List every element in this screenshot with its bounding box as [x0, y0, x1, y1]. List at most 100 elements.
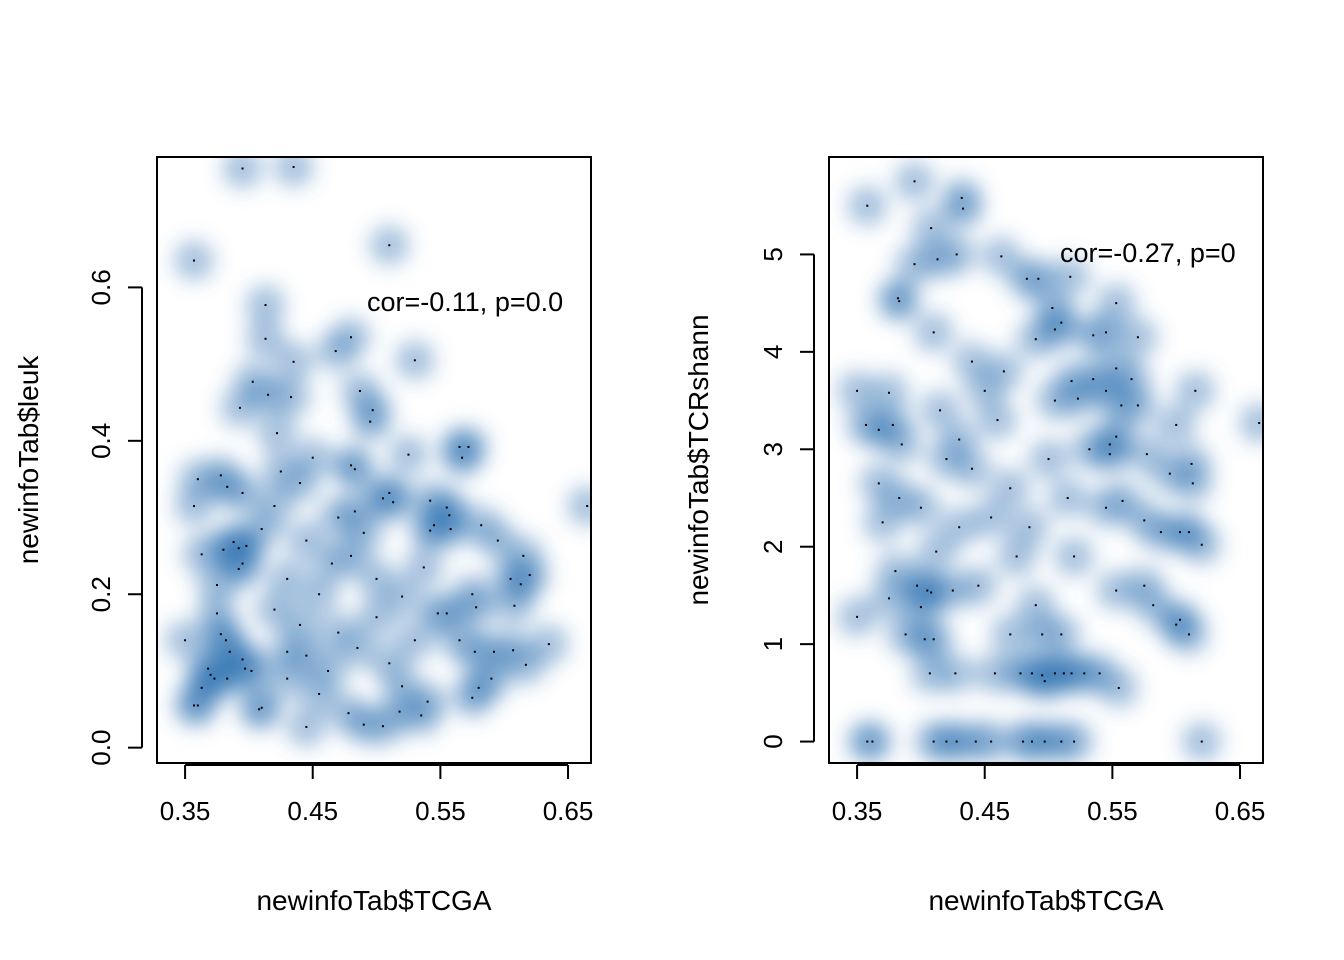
data-point — [1092, 334, 1095, 337]
data-point — [1143, 519, 1146, 522]
data-point — [954, 672, 957, 675]
data-point — [1115, 302, 1118, 305]
data-point — [524, 663, 527, 666]
y-tick-label: 3 — [758, 442, 788, 456]
data-point — [1073, 555, 1076, 558]
data-point — [513, 604, 516, 607]
data-point — [970, 360, 973, 363]
data-point — [935, 550, 938, 553]
data-point — [1258, 421, 1261, 424]
data-point — [237, 547, 240, 550]
data-point — [219, 633, 222, 636]
data-point — [1115, 589, 1118, 592]
x-axis-left: 0.35 0.45 0.55 0.65 — [160, 764, 594, 826]
data-point — [1025, 277, 1028, 280]
data-point — [856, 615, 859, 618]
data-point — [1159, 531, 1162, 534]
data-point — [213, 677, 216, 680]
data-point — [330, 562, 333, 565]
y-tick-label: 2 — [758, 539, 788, 553]
data-point — [1194, 389, 1197, 392]
data-point — [388, 491, 391, 494]
data-point — [1060, 740, 1063, 743]
x-tick-label: 0.65 — [1215, 796, 1266, 826]
data-point — [930, 227, 933, 230]
data-point — [226, 677, 229, 680]
data-point — [1043, 740, 1046, 743]
data-point — [1034, 338, 1037, 341]
data-point — [1200, 740, 1203, 743]
data-point — [894, 570, 897, 573]
data-point — [200, 553, 203, 556]
data-point — [522, 554, 525, 557]
data-point — [226, 485, 229, 488]
density-blob — [273, 157, 314, 187]
data-point — [473, 650, 476, 653]
plot-frame-right — [828, 156, 1264, 764]
data-point — [241, 562, 244, 565]
data-point — [1066, 496, 1069, 499]
data-point — [1115, 367, 1118, 370]
y-tick-label: 0 — [758, 734, 788, 748]
data-point — [193, 259, 196, 262]
data-point — [1030, 740, 1033, 743]
data-point — [928, 672, 931, 675]
data-point — [375, 577, 378, 580]
data-point — [432, 524, 435, 527]
correlation-annotation-right: cor=-0.27, p=0 — [1060, 238, 1236, 268]
data-point — [429, 529, 432, 532]
data-point — [1104, 331, 1107, 334]
data-point — [896, 297, 899, 300]
data-point — [1083, 672, 1086, 675]
data-point — [932, 740, 935, 743]
x-axis-right: 0.35 0.45 0.55 0.65 — [832, 764, 1266, 826]
data-point — [273, 505, 276, 508]
data-point — [519, 583, 522, 586]
data-point — [279, 470, 282, 473]
data-point — [1136, 336, 1139, 339]
data-point — [215, 612, 218, 615]
data-point — [311, 456, 314, 459]
data-point — [426, 700, 429, 703]
x-tick-label: 0.55 — [1087, 796, 1138, 826]
data-point — [350, 336, 353, 339]
data-point — [334, 350, 337, 353]
data-point — [222, 548, 225, 551]
data-point — [1200, 543, 1203, 546]
data-point — [286, 677, 289, 680]
data-point — [1098, 672, 1101, 675]
data-point — [1121, 499, 1124, 502]
data-point — [422, 566, 425, 569]
data-point — [193, 505, 196, 508]
data-point — [1062, 672, 1065, 675]
y-tick-label: 0.2 — [86, 576, 116, 612]
point-layer-left — [184, 165, 589, 728]
data-point — [449, 528, 452, 531]
x-tick-label: 0.55 — [415, 796, 466, 826]
data-point — [224, 639, 227, 642]
data-point — [930, 591, 933, 594]
data-point — [1051, 307, 1054, 310]
data-point — [1019, 672, 1022, 675]
data-point — [926, 589, 929, 592]
data-point — [1069, 275, 1072, 278]
data-point — [1009, 633, 1012, 636]
data-point — [1053, 399, 1056, 402]
x-tick-label: 0.45 — [959, 796, 1010, 826]
data-point — [298, 482, 301, 485]
data-point — [337, 516, 340, 519]
data-point — [251, 380, 254, 383]
data-point — [241, 491, 244, 494]
data-point — [951, 589, 954, 592]
data-point — [945, 740, 948, 743]
data-point — [955, 740, 958, 743]
data-point — [512, 649, 515, 652]
data-point — [245, 544, 248, 547]
data-point — [267, 393, 270, 396]
plot-frame-left — [156, 156, 592, 764]
x-tick-label: 0.65 — [543, 796, 594, 826]
x-tick-label: 0.35 — [832, 796, 883, 826]
data-point — [898, 496, 901, 499]
data-point — [990, 516, 993, 519]
data-point — [228, 650, 231, 653]
